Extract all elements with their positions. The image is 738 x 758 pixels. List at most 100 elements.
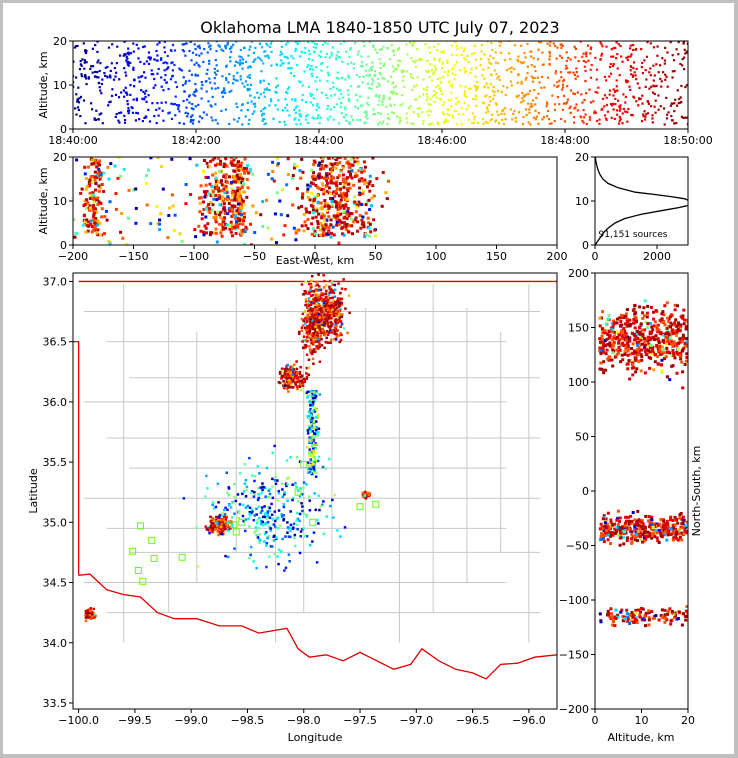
- plan-view-point: [301, 381, 304, 385]
- altitude-east-west-point: [92, 228, 96, 232]
- altitude-east-west-point: [323, 199, 327, 203]
- altitude-north-south-point: [644, 350, 648, 354]
- altitude-time-point: [162, 119, 165, 122]
- plan-view-point: [327, 308, 330, 312]
- altitude-north-south-point: [633, 356, 637, 360]
- altitude-time-point: [604, 117, 607, 120]
- altitude-time-point: [660, 80, 663, 83]
- altitude-time-point: [329, 108, 333, 111]
- altitude-time-point: [621, 112, 624, 115]
- altitude-time-point: [125, 74, 128, 77]
- altitude-time-point: [221, 95, 224, 98]
- plan-view-point: [297, 378, 300, 381]
- altitude-time-point: [433, 90, 436, 93]
- plan-view-point: [266, 512, 270, 515]
- plan-view-point: [307, 331, 311, 335]
- altitude-east-west-point: [226, 223, 230, 227]
- altitude-east-west-point: [358, 186, 362, 190]
- altitude-north-south-point: [684, 344, 688, 348]
- altitude-east-west-point: [345, 228, 349, 232]
- altitude-time-point: [399, 60, 402, 63]
- altitude-east-west-point: [367, 182, 371, 186]
- altitude-east-west-point: [231, 194, 235, 198]
- plan-view-point: [324, 341, 328, 344]
- altitude-east-west-point: [97, 200, 101, 204]
- altitude-time-point: [124, 71, 127, 74]
- altitude-north-south-point: [633, 326, 637, 330]
- altitude-time-point: [539, 41, 542, 44]
- plan-view-point: [296, 387, 299, 391]
- altitude-time-point: [312, 97, 315, 100]
- altitude-north-south-point: [610, 330, 614, 334]
- altitude-time-point: [267, 82, 270, 86]
- altitude-time-point: [75, 45, 78, 48]
- plan-view-point: [322, 298, 325, 301]
- altitude-north-south-point: [623, 329, 627, 333]
- altitude-time-point: [368, 69, 371, 72]
- plan-view-point: [243, 463, 247, 466]
- altitude-time-point: [520, 101, 523, 104]
- altitude-north-south-point: [631, 342, 635, 346]
- plan-view-point: [273, 479, 277, 482]
- plan-view-point: [311, 319, 314, 323]
- altitude-time-point: [581, 101, 584, 104]
- altitude-time-point: [308, 58, 311, 61]
- altitude-time-point: [575, 67, 578, 70]
- altitude-north-south-point: [613, 334, 616, 338]
- altitude-time-point: [133, 85, 136, 88]
- plan-view-point: [336, 311, 339, 315]
- altitude-north-south-point: [676, 304, 679, 308]
- altitude-time-point: [593, 110, 596, 113]
- plan-view-point: [330, 290, 334, 294]
- plan-view-point: [309, 303, 313, 307]
- altitude-east-west-point: [168, 206, 172, 210]
- altitude-time-point: [319, 116, 322, 119]
- altitude-time-point: [260, 59, 263, 62]
- altitude-time-point: [487, 110, 490, 113]
- altitude-time-point: [229, 56, 232, 59]
- plan-view-point: [236, 493, 240, 496]
- altitude-east-west-point: [301, 170, 305, 174]
- altitude-time-point: [96, 41, 99, 43]
- plan-view-point: [298, 512, 302, 516]
- plan-view-point: [250, 490, 254, 493]
- altitude-north-south-point: [656, 355, 660, 358]
- altitude-time-point: [365, 63, 368, 66]
- altitude-east-west-point: [232, 204, 236, 208]
- altitude-east-west-point: [358, 192, 362, 196]
- altitude-east-west-point: [330, 163, 334, 167]
- altitude-east-west-point: [224, 222, 228, 226]
- plan-view-point: [308, 324, 311, 327]
- plan-view-point: [255, 566, 258, 570]
- altitude-time-point: [367, 104, 370, 107]
- altitude-east-west-point: [316, 194, 320, 197]
- altitude-time-point: [250, 100, 253, 103]
- altitude-east-west-point: [335, 220, 339, 224]
- altitude-east-west-point: [81, 223, 85, 227]
- altitude-east-west-point: [85, 224, 89, 227]
- altitude-east-west-point: [346, 189, 350, 193]
- altitude-time-point: [569, 58, 572, 61]
- plan-view-point: [306, 395, 309, 398]
- altitude-east-west-point: [368, 222, 372, 226]
- altitude-east-west-point: [384, 191, 388, 195]
- altitude-time-point: [76, 44, 79, 48]
- altitude-time-point: [299, 115, 303, 118]
- plan-view-point: [294, 544, 297, 548]
- altitude-time-point: [677, 53, 680, 56]
- altitude-time-point: [326, 105, 330, 108]
- altitude-time-point: [92, 65, 95, 68]
- altitude-time-point: [534, 103, 537, 106]
- altitude-north-south-point: [631, 373, 635, 377]
- altitude-east-west-point: [206, 165, 210, 169]
- altitude-east-west-point: [329, 218, 333, 222]
- altitude-east-west-point: [85, 198, 89, 202]
- altitude-time-point: [155, 122, 158, 125]
- altitude-time-point: [186, 115, 189, 118]
- plan-view-point: [257, 527, 261, 530]
- plan-view-point: [316, 316, 319, 319]
- altitude-time-point: [184, 111, 187, 114]
- plan-view-point: [336, 321, 339, 324]
- altitude-time-point: [106, 76, 109, 79]
- altitude-north-south-point: [619, 330, 623, 334]
